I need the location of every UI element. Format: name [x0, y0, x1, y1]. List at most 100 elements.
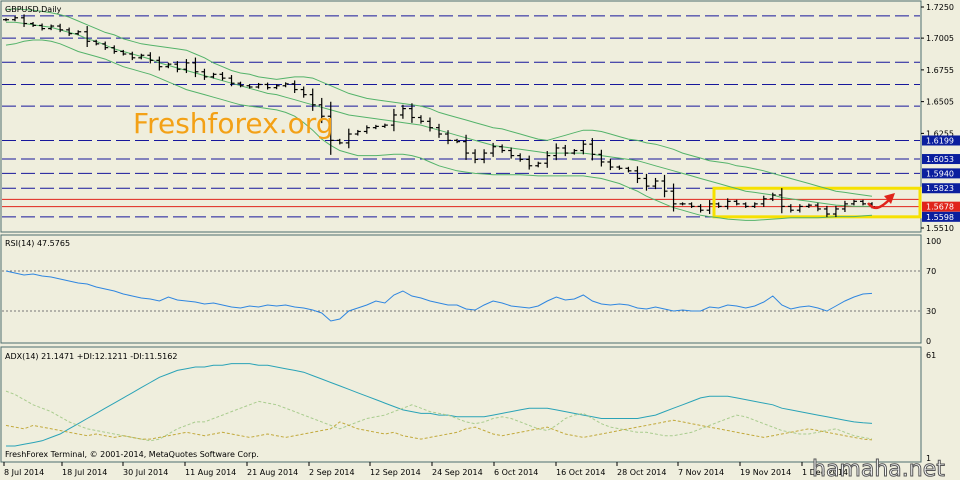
price-bar: [823, 205, 830, 218]
price-bar: [174, 61, 181, 73]
price-tick-label: 1.6255: [926, 129, 954, 138]
price-level-box: [922, 135, 960, 146]
price-level-label: 1.6053: [926, 155, 954, 164]
price-bar: [147, 52, 154, 64]
price-bar: [129, 51, 136, 61]
price-bars: [3, 14, 875, 218]
time-axis: 8 Jul 2014 18 Jul 2014 30 Jul 2014 11 Aug 2…: [3, 462, 848, 477]
price-bar: [526, 155, 533, 170]
price-bar: [625, 166, 632, 173]
price-level-label: 1.5940: [926, 169, 954, 178]
price-bar: [553, 143, 560, 161]
adx-panel-frame: [0, 346, 922, 463]
price-bar: [850, 199, 857, 206]
price-bar: [589, 138, 596, 161]
price-bar: [93, 39, 100, 46]
adx-axis: 61 1: [926, 351, 936, 463]
price-bar: [300, 86, 307, 98]
price-level-box: [922, 154, 960, 165]
time-tick-label: 7 Nov 2014: [678, 468, 724, 477]
rsi-grid: [2, 270, 920, 312]
price-bar: [390, 108, 397, 132]
price-bar: [571, 148, 578, 155]
price-bar: [75, 30, 82, 36]
price-bar: [345, 128, 352, 149]
price-bar: [787, 204, 794, 213]
time-tick-label: 24 Sep 2014: [432, 468, 483, 477]
price-bar: [706, 200, 713, 215]
price-bar: [805, 203, 812, 208]
time-tick-label: 21 Aug 2014: [247, 468, 298, 477]
price-bar: [57, 23, 64, 33]
rsi-title: RSI(14) 47.5765: [5, 239, 70, 248]
adx-series-2: [5, 419, 873, 441]
price-bar: [408, 103, 415, 123]
price-bar: [490, 142, 497, 157]
price-bar: [318, 97, 325, 124]
price-bar: [715, 202, 722, 208]
price-bar: [327, 101, 334, 155]
price-bar: [751, 202, 758, 208]
price-bar: [697, 204, 704, 213]
price-bar: [436, 123, 442, 138]
price-bar: [733, 199, 740, 206]
price-bar: [399, 104, 406, 119]
price-tick-label: 1.7005: [926, 34, 954, 43]
price-tick-label: 1.6755: [926, 66, 954, 75]
price-level-label: 1.5823: [926, 184, 954, 193]
price-bar: [481, 149, 488, 164]
price-bar: [12, 16, 19, 22]
price-bar: [354, 129, 361, 136]
price-level-box: [922, 211, 960, 222]
price-tick-label: 1.6505: [926, 98, 954, 107]
main-title: GBPUSD,Daily: [5, 5, 62, 14]
adx-tick-label: 1: [926, 454, 931, 463]
main-panel-frame: [0, 0, 922, 233]
adx-tick-label: 61: [926, 351, 936, 360]
price-bar: [661, 174, 668, 198]
time-tick-label: 19 Nov 2014: [740, 468, 791, 477]
price-bar: [255, 82, 262, 89]
price-bar: [607, 158, 614, 171]
rsi-tick-label: 0: [926, 337, 931, 346]
price-axis: 1.7250 1.7005 1.6755 1.6505 1.6255 1.5510 1.61…: [921, 3, 960, 233]
price-bar: [652, 177, 659, 190]
price-bar: [66, 27, 73, 36]
time-tick-label: 2 Sep 2014: [309, 468, 355, 477]
time-tick-label: 16 Oct 2014: [556, 468, 605, 477]
price-bar: [634, 166, 641, 184]
price-bar: [688, 202, 695, 208]
rsi-tick-label: 30: [926, 307, 936, 316]
price-bar: [84, 26, 91, 48]
time-tick-label: 18 Jul 2014: [62, 468, 107, 477]
price-bar: [237, 81, 244, 88]
site-watermark: hamaha.net: [812, 457, 945, 480]
rsi-line: [5, 270, 873, 322]
price-bar: [183, 59, 190, 74]
forecast-arrow-icon: [867, 198, 891, 210]
price-bar: [426, 117, 433, 132]
watermark: Freshforex.org: [133, 107, 334, 140]
price-bar: [165, 62, 172, 69]
price-bar: [309, 88, 316, 111]
price-bar: [580, 140, 587, 155]
price-bar: [508, 147, 515, 159]
price-bar: [445, 130, 452, 145]
price-bar: [201, 68, 208, 80]
rsi-tick-label: 100: [926, 237, 941, 246]
price-bar: [472, 149, 479, 164]
price-bar: [499, 144, 506, 153]
time-tick-label: 12 Sep 2014: [370, 468, 421, 477]
rsi-panel-frame: [0, 234, 922, 344]
price-bar: [102, 41, 109, 50]
time-tick-label: 30 Jul 2014: [123, 468, 168, 477]
price-bar: [21, 14, 28, 27]
rsi-axis: 100 70 30 0: [926, 237, 941, 346]
price-bar: [291, 80, 298, 93]
time-tick-label: 1 Dec 2014: [802, 468, 848, 477]
price-bar: [796, 204, 803, 213]
price-level-box: [922, 201, 960, 212]
price-bar: [417, 115, 424, 124]
price-bar: [246, 84, 253, 89]
time-tick-label: 28 Oct 2014: [617, 468, 666, 477]
